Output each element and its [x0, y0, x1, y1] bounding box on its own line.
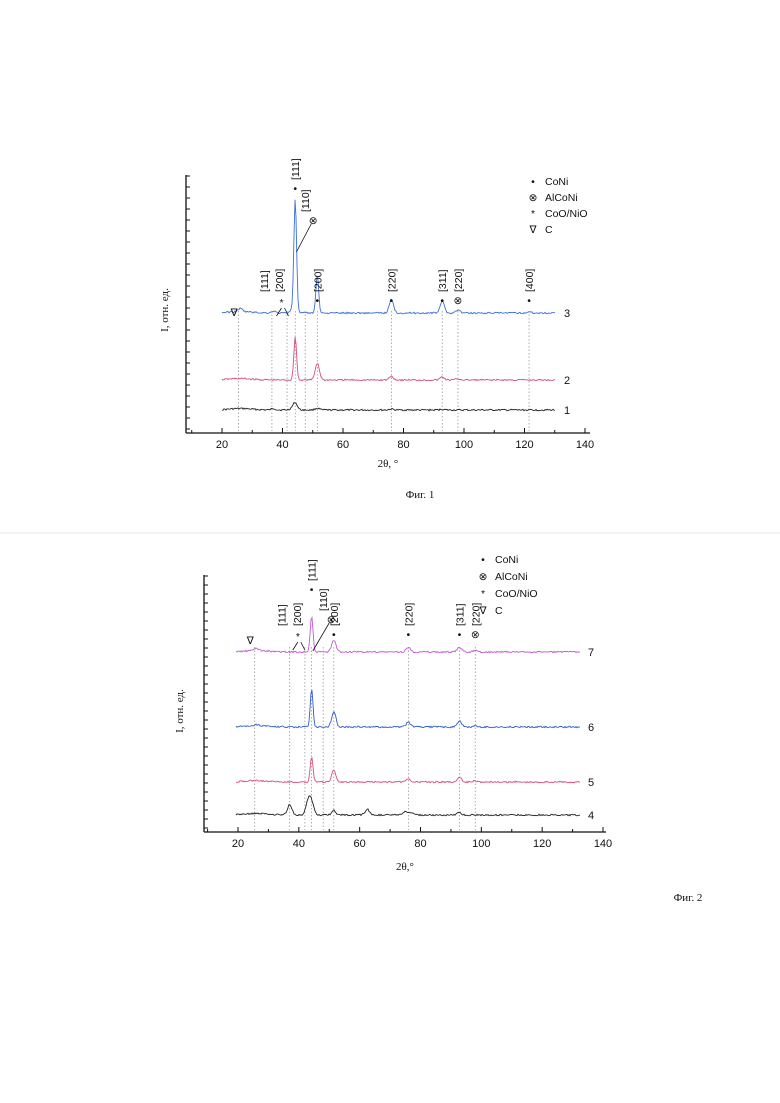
series-label: 5	[588, 777, 594, 789]
series-label: 7	[588, 647, 594, 659]
x-axis-title: 2θ,°	[396, 861, 414, 873]
miller-index-label: [311]	[454, 603, 466, 626]
coni-dot-marker: •	[332, 629, 336, 641]
legend-symbol: ⊗	[529, 192, 538, 204]
series-label: 3	[564, 308, 570, 320]
carbon-marker: ∇	[246, 635, 255, 647]
miller-index-label: [400]	[524, 269, 536, 292]
x-tick-label: 20	[232, 838, 244, 850]
miller-index-label: [200]	[312, 269, 324, 292]
x-tick-label: 140	[576, 439, 594, 451]
oxide-arrow	[293, 642, 298, 650]
x-tick-label: 40	[293, 838, 305, 850]
x-axis-title: 2θ, °	[378, 458, 399, 470]
legend-label: CoO/NiO	[495, 588, 538, 600]
oxide-marker: *	[280, 297, 284, 309]
legend-symbol: •	[481, 554, 485, 566]
x-tick-label: 100	[455, 439, 473, 451]
legend-label: CoNi	[495, 554, 518, 566]
pointer-arrow	[296, 224, 311, 252]
legend-symbol: ∇	[478, 605, 487, 617]
coni-dot-marker: •	[527, 295, 531, 307]
legend-symbol: ∇	[528, 224, 537, 236]
legend-symbol: •	[531, 176, 535, 188]
coni-dot-marker: •	[315, 295, 319, 307]
legend-label: CoO/NiO	[545, 208, 588, 220]
miller-index-label: [220]	[386, 269, 398, 292]
legend-symbol: ⊗	[479, 571, 488, 583]
miller-index-label: [200]	[329, 603, 341, 626]
legend-label: AlCoNi	[545, 192, 578, 204]
miller-index-label: [111]	[277, 604, 289, 626]
series-label: 2	[564, 375, 570, 387]
x-tick-label: 100	[472, 838, 490, 850]
x-tick-label: 20	[216, 439, 228, 451]
coni-dot-marker: •	[458, 629, 462, 641]
alconi-marker: ⊗	[454, 295, 463, 307]
miller-index-label: [111]	[259, 270, 271, 292]
x-tick-label: 60	[354, 838, 366, 850]
series-3-line	[222, 200, 555, 314]
figure-2-xrd-chart: 20 40 60 80 100 120 140 2θ,° I, отн. ед. 4 5 6 7 ∇ [11…	[0, 534, 780, 1103]
coni-dot-marker: •	[440, 295, 444, 307]
x-tick-label: 120	[533, 838, 551, 850]
legend-label: C	[495, 605, 503, 617]
series-label: 6	[588, 722, 594, 734]
miller-index-label: [220]	[403, 603, 415, 626]
x-tick-label: 60	[337, 439, 349, 451]
miller-index-label: [111]	[290, 158, 302, 180]
oxide-marker: *	[296, 631, 300, 643]
figure-1-xrd-chart: 20 40 60 80 100 120 140 2θ, ° I, отн. ед. 1 2 3 ∇ [11…	[0, 0, 780, 532]
legend-symbol: *	[481, 588, 485, 600]
coni-dot-marker: •	[293, 183, 297, 195]
figure-caption: Фиг. 1	[406, 489, 435, 501]
legend-label: AlCoNi	[495, 571, 528, 583]
miller-index-label: [200]	[274, 269, 286, 292]
alconi-marker: ⊗	[471, 629, 480, 641]
y-axis-title: I, отн. ед.	[159, 288, 171, 332]
x-tick-label: 40	[276, 439, 288, 451]
figure-caption: Фиг. 2	[674, 892, 703, 904]
coni-dot-marker: •	[406, 629, 410, 641]
legend-symbol: *	[531, 208, 535, 220]
series-6-line	[236, 690, 580, 728]
legend-label: CoNi	[545, 176, 568, 188]
miller-index-label: [200]	[292, 603, 304, 626]
oxide-arrow	[285, 308, 289, 316]
miller-index-label: [220]	[453, 269, 465, 292]
coni-dot-marker: •	[390, 295, 394, 307]
y-axis-title: I, отн. ед.	[174, 689, 186, 733]
coni-dot-marker: •	[310, 584, 314, 596]
oxide-arrow	[301, 642, 305, 650]
pointer-arrow	[313, 623, 329, 651]
legend-label: C	[545, 224, 553, 236]
carbon-marker: ∇	[230, 307, 239, 319]
x-tick-label: 80	[397, 439, 409, 451]
x-tick-label: 120	[515, 439, 533, 451]
miller-index-label: [110]	[300, 189, 312, 212]
x-tick-label: 140	[594, 838, 612, 850]
series-label: 4	[588, 810, 594, 822]
x-tick-label: 80	[414, 838, 426, 850]
miller-index-label: [311]	[437, 269, 449, 292]
series-label: 1	[564, 405, 570, 417]
miller-index-label: [111]	[307, 559, 319, 581]
